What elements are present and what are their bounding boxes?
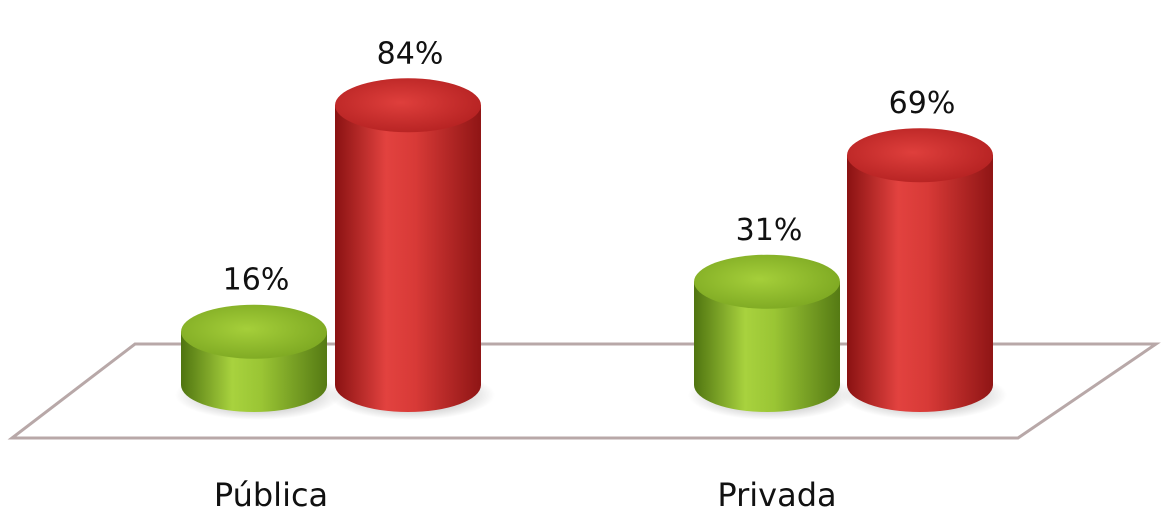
data-label-publica-series-2: 84%	[377, 36, 444, 71]
category-label-privada: Privada	[717, 476, 836, 514]
bar-privada-series-2	[847, 155, 993, 413]
bar-privada-series-1-top	[694, 254, 840, 309]
bar-publica-series-2-top	[335, 78, 481, 133]
bar-privada-series-1	[694, 281, 840, 412]
bar-privada-series-2-top	[847, 128, 993, 183]
data-label-privada-series-1: 31%	[736, 213, 803, 248]
plot-area: 16% 84% 31% 69%	[175, 36, 1007, 420]
bar-publica-series-2	[335, 105, 481, 412]
data-label-privada-series-2: 69%	[889, 86, 956, 121]
bar-publica-series-1-top	[181, 304, 327, 359]
data-label-publica-series-1: 16%	[223, 263, 290, 298]
category-label-publica: Pública	[214, 476, 328, 514]
